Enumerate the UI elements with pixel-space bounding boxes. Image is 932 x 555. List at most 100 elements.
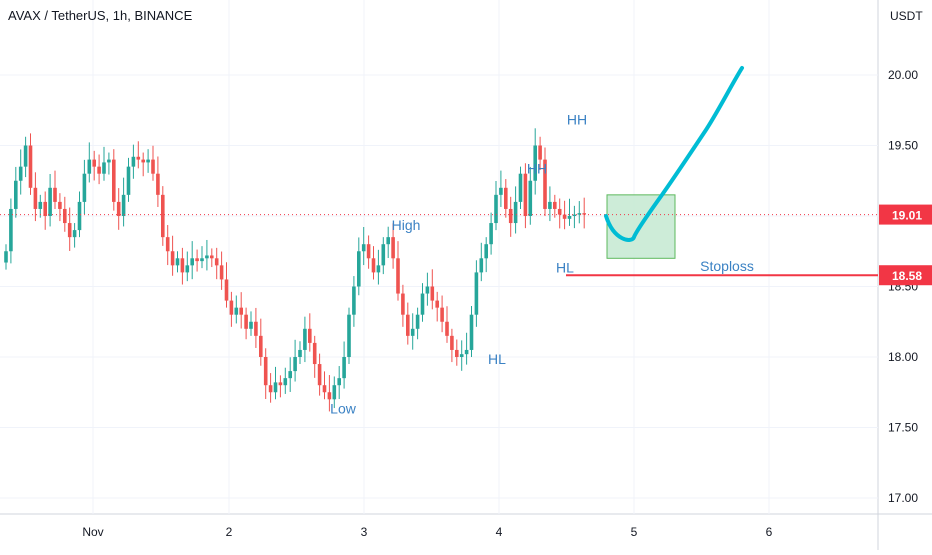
candle-body	[504, 187, 508, 209]
candle-body	[63, 208, 67, 224]
candle-body	[577, 213, 582, 215]
candle-body	[523, 173, 528, 216]
candle-body	[391, 237, 395, 259]
candle-body	[126, 166, 131, 195]
candle-body	[53, 187, 57, 202]
candle-body	[322, 385, 327, 393]
candle-body	[14, 180, 18, 209]
candle-body	[474, 272, 479, 315]
candle-body	[513, 201, 518, 224]
candle-body	[214, 258, 219, 266]
candle-body	[239, 307, 243, 315]
candle-body	[97, 166, 101, 174]
candle-body	[259, 335, 263, 357]
candle-body	[72, 230, 77, 238]
candle-body	[205, 255, 209, 259]
candle-body	[92, 159, 96, 167]
candle-body	[195, 258, 199, 262]
candle-body	[342, 357, 346, 379]
candle-body	[43, 201, 47, 216]
time-tick-label: Nov	[82, 525, 103, 539]
candle-body	[401, 293, 405, 315]
candle-body	[278, 382, 283, 386]
candle-body	[298, 349, 302, 357]
candle-body	[224, 279, 229, 301]
candle-body	[489, 223, 493, 245]
candle-body	[499, 187, 503, 195]
stoploss-price-badge: 18.58	[892, 269, 922, 283]
candle-body	[23, 145, 28, 167]
candle-body	[528, 180, 533, 216]
candle-body	[28, 145, 33, 188]
candle-body	[67, 223, 72, 238]
currency-label: USDT	[890, 9, 923, 23]
candle-body	[146, 159, 150, 163]
candle-body	[175, 258, 180, 266]
candle-body	[4, 251, 8, 263]
candle-body	[376, 265, 381, 273]
candle-body	[567, 216, 572, 219]
candle-body	[165, 237, 170, 252]
candle-body	[141, 159, 145, 163]
candle-body	[58, 201, 62, 209]
candle-body	[273, 382, 278, 393]
candle-body	[303, 328, 307, 350]
candle-body	[77, 201, 82, 231]
candle-body	[131, 156, 136, 167]
symbol-title: AVAX / TetherUS, 1h, BINANCE	[8, 8, 193, 23]
candle-body	[533, 145, 537, 181]
candle-body	[337, 378, 341, 386]
time-tick-label: 3	[361, 525, 368, 539]
candle-body	[327, 392, 332, 400]
candle-body	[352, 286, 356, 315]
candle-body	[381, 244, 386, 266]
candle-body	[459, 354, 464, 357]
candle-body	[170, 251, 175, 266]
candle-body	[582, 213, 586, 215]
candle-body	[396, 258, 400, 294]
candle-body	[116, 201, 121, 216]
stoploss-price-badge-bg	[879, 265, 932, 286]
candle-body	[435, 300, 439, 308]
candle-body	[156, 173, 160, 195]
candle-body	[332, 385, 337, 400]
candle-body	[494, 194, 498, 224]
candle-body	[406, 314, 410, 336]
candle-body	[553, 201, 557, 209]
projection-curve[interactable]	[604, 65, 744, 242]
candle-body	[479, 258, 484, 273]
time-tick-label: 2	[226, 525, 233, 539]
candle-body	[48, 187, 52, 216]
candle-body	[102, 162, 106, 174]
candle-body	[234, 307, 239, 315]
candle-body	[410, 328, 415, 336]
candle-body	[371, 258, 376, 273]
candle-body	[121, 194, 126, 216]
candle-body	[450, 335, 454, 350]
candle-body	[112, 159, 116, 202]
candle-body	[484, 244, 488, 259]
price-tick-label: 17.50	[888, 421, 918, 435]
annotation-stoploss: Stoploss	[700, 258, 754, 274]
annotation-hl-1: HL	[488, 351, 506, 367]
annotation-hh-1: HH	[527, 161, 547, 177]
time-tick-label: 6	[766, 525, 773, 539]
candle-body	[562, 214, 567, 219]
candle-body	[420, 293, 425, 315]
candle-body	[445, 321, 449, 336]
candle-body	[283, 378, 288, 386]
candle-body	[229, 300, 234, 315]
candle-body	[415, 314, 420, 329]
candle-body	[107, 159, 111, 163]
price-tick-label: 20.00	[888, 68, 918, 82]
candle-body	[219, 265, 224, 280]
candle-body	[538, 145, 542, 160]
candle-body	[508, 208, 513, 224]
candle-body	[357, 251, 361, 287]
price-tick-label: 17.00	[888, 491, 918, 505]
candle-body	[312, 342, 317, 365]
candle-body	[386, 237, 390, 245]
candle-body	[9, 208, 13, 252]
candle-body	[548, 201, 552, 209]
